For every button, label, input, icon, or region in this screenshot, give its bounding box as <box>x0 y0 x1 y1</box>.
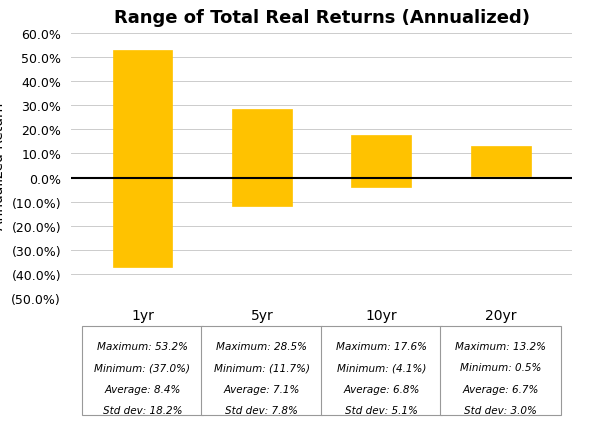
Bar <box>113 50 172 267</box>
Text: Average: 7.1%: Average: 7.1% <box>224 384 300 394</box>
Text: Average: 8.4%: Average: 8.4% <box>104 384 181 394</box>
Bar <box>471 147 530 177</box>
Bar <box>352 136 411 188</box>
Title: Range of Total Real Returns (Annualized): Range of Total Real Returns (Annualized) <box>113 9 530 27</box>
Text: Std dev: 5.1%: Std dev: 5.1% <box>345 405 418 415</box>
Text: Maximum: 17.6%: Maximum: 17.6% <box>336 341 427 351</box>
Text: Minimum: 0.5%: Minimum: 0.5% <box>460 363 542 372</box>
Text: Maximum: 53.2%: Maximum: 53.2% <box>97 341 188 351</box>
Text: Maximum: 13.2%: Maximum: 13.2% <box>455 341 546 351</box>
Text: Maximum: 28.5%: Maximum: 28.5% <box>217 341 307 351</box>
Text: Minimum: (37.0%): Minimum: (37.0%) <box>94 363 191 372</box>
Text: Std dev: 3.0%: Std dev: 3.0% <box>464 405 537 415</box>
Text: Std dev: 18.2%: Std dev: 18.2% <box>103 405 182 415</box>
Y-axis label: Annualized Return: Annualized Return <box>0 103 6 230</box>
Text: Average: 6.7%: Average: 6.7% <box>463 384 539 394</box>
Text: Average: 6.8%: Average: 6.8% <box>343 384 419 394</box>
Text: Minimum: (4.1%): Minimum: (4.1%) <box>336 363 426 372</box>
Text: Std dev: 7.8%: Std dev: 7.8% <box>225 405 299 415</box>
Bar <box>232 110 291 206</box>
Text: Minimum: (11.7%): Minimum: (11.7%) <box>214 363 310 372</box>
